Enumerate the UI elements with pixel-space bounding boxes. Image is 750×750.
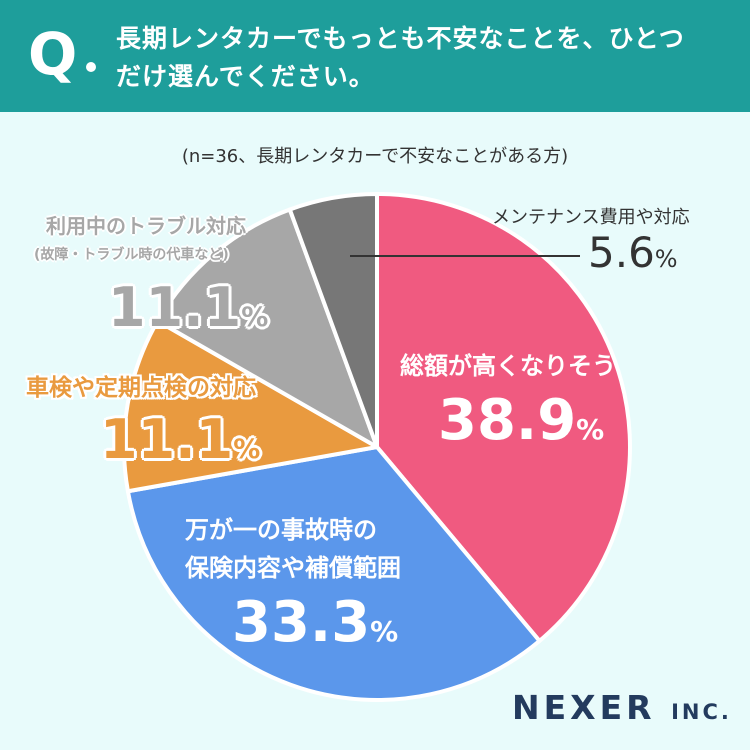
value-insurance-number: 33.3 [232, 590, 371, 655]
unit-inspection: % [233, 434, 261, 465]
label-insurance-line1: 万が一の事故時の [185, 516, 377, 544]
question-header: Q 長期レンタカーでもっとも不安なことを、ひとつ だけ選んでください。 [0, 0, 750, 112]
label-insurance-line2: 保険内容や補償範囲 [185, 554, 401, 582]
logo-suffix: INC. [671, 700, 732, 724]
value-inspection: 11.1% [100, 408, 260, 471]
value-inspection-number: 11.1 [100, 408, 234, 471]
slice-inspection [122, 318, 379, 494]
question-text: 長期レンタカーでもっとも不安なことを、ひとつ だけ選んでください。 [116, 20, 736, 96]
sample-note: (n=36、長期レンタカーで不安なことがある方) [181, 146, 569, 167]
slice-insurance [125, 445, 542, 702]
value-maintenance: 5.6% [588, 228, 678, 277]
value-trouble: 11.1% [108, 276, 268, 339]
slice-trouble [155, 207, 379, 449]
question-line-1: 長期レンタカーでもっとも不安なことを、ひとつ [116, 24, 685, 53]
label-total-cost: 総額が高くなりそう [400, 352, 616, 380]
value-insurance: 33.3% [232, 590, 398, 655]
value-total-cost: 38.9% [438, 388, 604, 453]
label-inspection: 車検や定期点検の対応 [26, 375, 256, 401]
unit-insurance: % [370, 615, 399, 648]
unit-maintenance: % [654, 245, 678, 273]
q-mark: Q [28, 20, 78, 88]
value-total-cost-number: 38.9 [438, 388, 577, 453]
sublabel-trouble: (故障・トラブル時の代車など) [34, 247, 229, 263]
label-trouble: 利用中のトラブル対応 [46, 214, 246, 238]
value-trouble-number: 11.1 [108, 276, 242, 339]
unit-total-cost: % [576, 413, 605, 446]
slice-maintenance [287, 192, 379, 449]
nexer-logo: NEXER INC. [512, 688, 732, 727]
unit-trouble: % [241, 302, 269, 333]
label-maintenance: メンテナンス費用や対応 [492, 207, 690, 228]
pie-slices [122, 192, 632, 702]
question-line-2: だけ選んでください。 [116, 62, 375, 91]
slice-total-cost [375, 192, 632, 643]
value-maintenance-number: 5.6 [588, 228, 655, 277]
q-dot [86, 62, 96, 72]
logo-name: NEXER [512, 688, 656, 727]
